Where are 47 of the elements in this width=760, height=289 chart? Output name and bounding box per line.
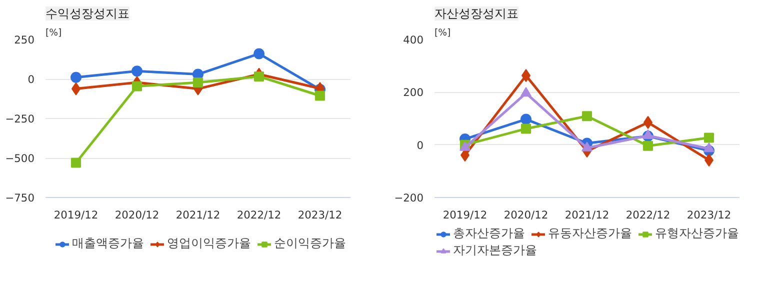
point (642, 129, 654, 140)
point (254, 71, 264, 82)
y-tick-label: 400 (403, 34, 424, 46)
x-tick-label: 2019/12 (442, 208, 488, 222)
chart-title: 수익성장성지표 (46, 6, 130, 20)
legend-label: 영업이익증가율 (167, 235, 251, 252)
x-tick-label: 2023/12 (686, 208, 732, 222)
point (132, 66, 142, 77)
y-axis-title: [%] (46, 28, 62, 38)
y-tick-label: −200 (394, 192, 424, 204)
legend-label: 순이익증가율 (274, 235, 346, 252)
point (70, 72, 82, 83)
y-tick-label: −500 (5, 152, 35, 165)
x-tick-label: 2022/12 (626, 208, 670, 222)
legend-label: 유동자산증가율 (548, 225, 632, 242)
legend-label: 총자산증가율 (453, 225, 525, 242)
legend-label: 매출액증가율 (72, 235, 144, 252)
point (582, 111, 592, 122)
point (193, 77, 203, 88)
y-tick-label: 200 (403, 86, 424, 100)
x-tick-label: 2020/12 (114, 208, 160, 222)
x-tick-label: 2022/12 (236, 208, 282, 222)
y-axis-title: [%] (434, 28, 451, 38)
point (254, 48, 264, 60)
y-tick-label: 0 (28, 73, 35, 86)
y-tick-label: −750 (5, 192, 35, 204)
point (132, 81, 142, 92)
y-tick-label: 250 (14, 34, 35, 46)
point (520, 86, 532, 97)
point (520, 114, 532, 125)
x-tick-label: 2021/12 (564, 208, 610, 222)
chart-title: 자산성장성지표 (434, 6, 518, 20)
point (315, 90, 325, 101)
y-tick-label: 0 (416, 138, 424, 152)
x-tick-label: 2020/12 (504, 208, 548, 222)
point (643, 140, 653, 151)
x-tick-label: 2021/12 (176, 208, 220, 222)
legend-label: 자기자본증가율 (453, 242, 537, 259)
point (71, 158, 81, 168)
point (582, 142, 592, 152)
point (521, 124, 531, 134)
point (704, 142, 714, 152)
y-tick-label: −250 (5, 112, 35, 126)
x-tick-label: 2023/12 (298, 208, 342, 222)
point (704, 132, 714, 143)
x-tick-label: 2019/12 (54, 208, 98, 222)
legend-label: 유형자산증가율 (655, 225, 739, 242)
